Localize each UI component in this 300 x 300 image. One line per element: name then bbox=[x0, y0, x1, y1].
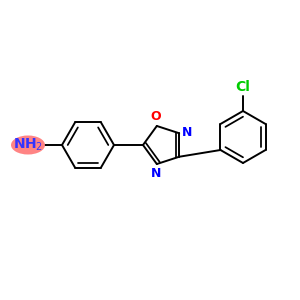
Text: NH$_2$: NH$_2$ bbox=[13, 137, 43, 153]
Text: N: N bbox=[151, 167, 161, 180]
Text: Cl: Cl bbox=[236, 80, 250, 94]
Ellipse shape bbox=[11, 136, 45, 154]
Text: N: N bbox=[182, 126, 193, 139]
Text: O: O bbox=[151, 110, 161, 123]
